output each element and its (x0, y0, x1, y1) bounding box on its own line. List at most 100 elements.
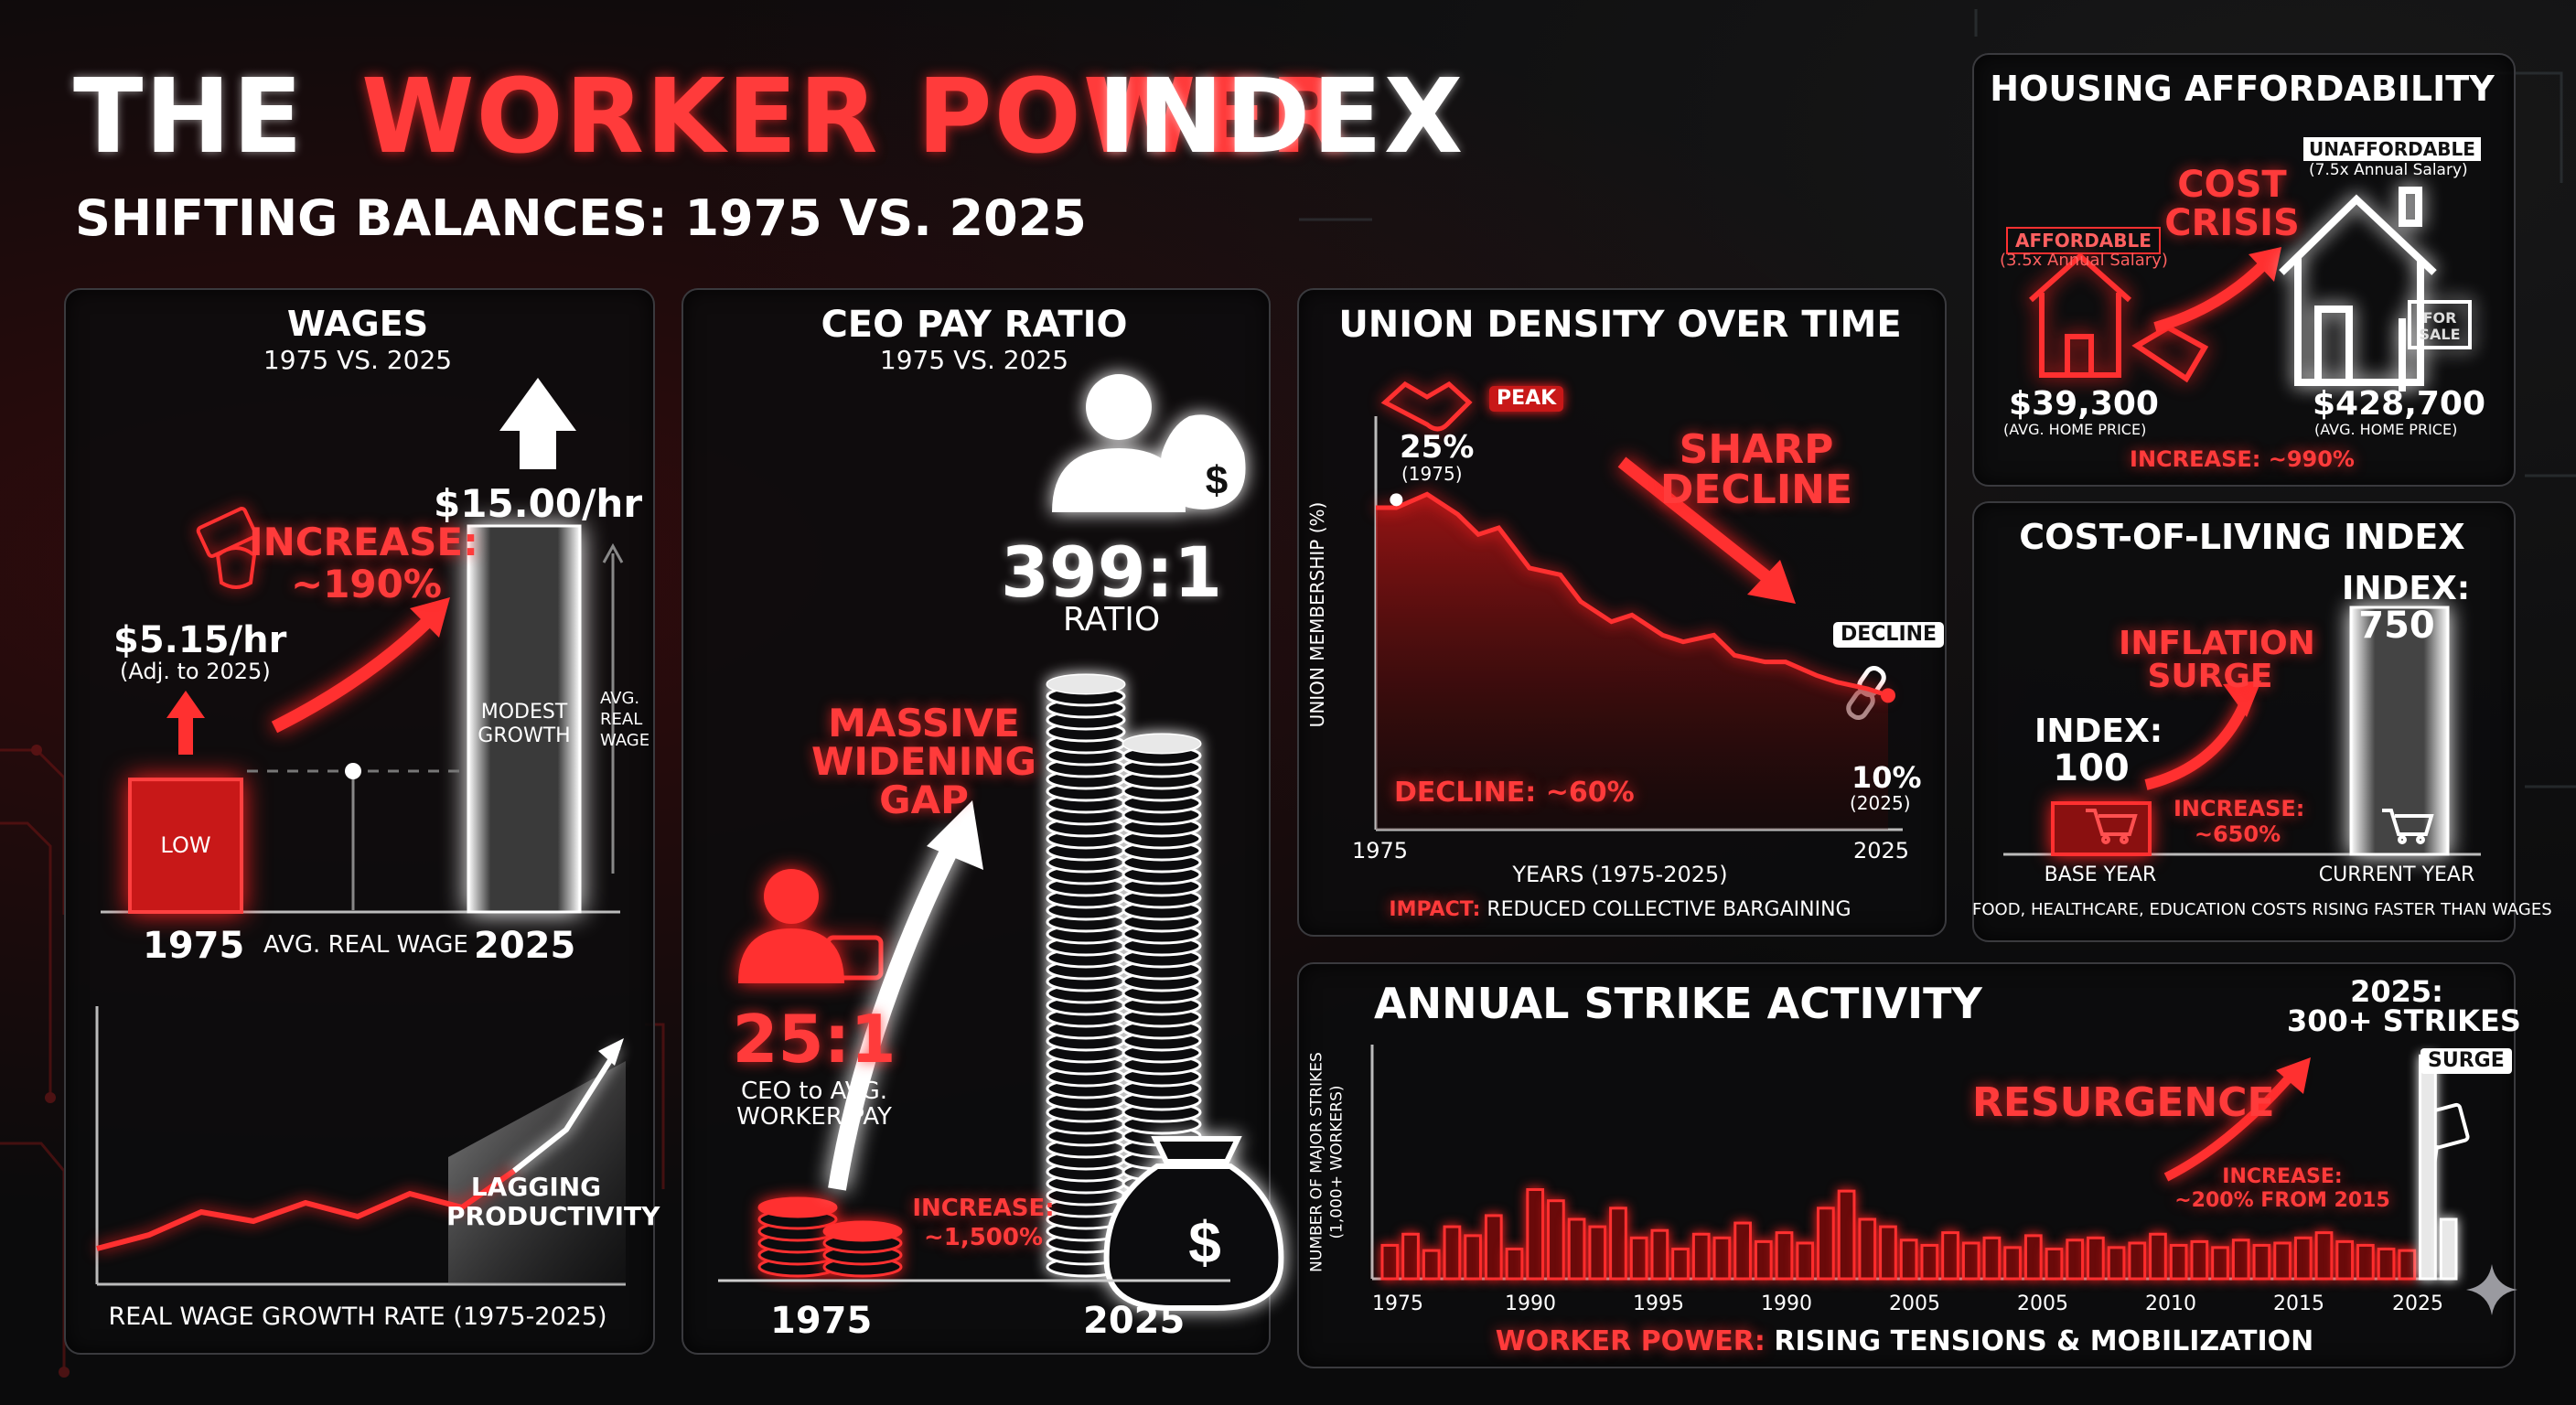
title-part-1: THE (73, 58, 305, 177)
strike-bar (1837, 1189, 1856, 1281)
wages-start-note: (Adj. to 2025) (120, 659, 271, 684)
page-subtitle: SHIFTING BALANCES: 1975 VS. 2025 (75, 189, 1087, 247)
union-x-left: 1975 (1352, 838, 1409, 863)
wage-trend-label-2: PRODUCTIVITY (446, 1201, 660, 1231)
strike-bar (2045, 1248, 2064, 1281)
union-density-line (1376, 491, 1889, 698)
strike-bar (1879, 1225, 1897, 1281)
col-increase-value: ~650% (2194, 821, 2281, 847)
strike-bar (2003, 1246, 2022, 1281)
col-low-value: 100 (2053, 747, 2130, 789)
wage-side-label-2: REAL (600, 710, 643, 729)
strike-bar (2190, 1239, 2209, 1281)
col-surge-1: INFLATION (2119, 625, 2315, 662)
strike-bar (1629, 1236, 1648, 1281)
strike-bar (2107, 1246, 2126, 1281)
strike-bar (2128, 1241, 2147, 1281)
union-impact: IMPACT: REDUCED COLLECTIVE BARGAINING (1297, 900, 1943, 920)
housing-right-value: $428,700 (2313, 385, 2486, 423)
strike-bar (2398, 1249, 2417, 1281)
wages-increase-value: ~190% (291, 562, 442, 606)
strike-bar (2273, 1241, 2292, 1281)
strike-x-tick: 2010 (2145, 1292, 2196, 1315)
wage-bar-low-label: LOW (160, 832, 211, 858)
ceo-coin-stacks: $ $ (718, 374, 1284, 1311)
ceo-gap-label-2: WIDENING (811, 739, 1036, 784)
strike-bar (1712, 1236, 1732, 1281)
housing-right-note: (7.5x Annual Salary) (2309, 161, 2468, 179)
housing-left-tag: AFFORDABLE (2006, 227, 2161, 254)
union-x-right: 2025 (1853, 838, 1910, 863)
strike-bar (1609, 1207, 1627, 1281)
wage-side-label-3: WAGE (600, 731, 650, 750)
housing-sign-2: SALE (2419, 326, 2461, 343)
wages-bar-chart (101, 378, 624, 915)
union-ylabel: UNION MEMBERSHIP (%) (1306, 501, 1328, 728)
strike-bar (1567, 1217, 1586, 1281)
union-title: UNION DENSITY OVER TIME (1338, 304, 1902, 346)
strike-x-tick: 2015 (2273, 1292, 2324, 1315)
coin-coin-top (1123, 735, 1200, 753)
col-high-label: INDEX: (2342, 570, 2471, 607)
col-x-left: BASE YEAR (2044, 863, 2157, 886)
handshake-icon (1380, 381, 1473, 432)
strike-bar (1443, 1225, 1462, 1281)
strike-bar (1547, 1199, 1565, 1281)
ceo-low-label-1: CEO to AVG. (741, 1078, 887, 1105)
col-surge-2: SURGE (2147, 658, 2273, 695)
housing-left-value: $39,300 (2009, 385, 2159, 423)
strike-x-tick: 1995 (1633, 1292, 1684, 1315)
strike-bar (1982, 1236, 2002, 1281)
strike-bar (2314, 1231, 2334, 1281)
wages-start-value: $5.15/hr (113, 619, 287, 661)
strike-bar (2087, 1236, 2105, 1281)
strikes-footer-label: WORKER POWER: (1495, 1325, 1766, 1357)
strike-bar (1754, 1239, 1773, 1281)
ceo-x-right: 2025 (1083, 1300, 1186, 1342)
col-high-value: 750 (2358, 605, 2435, 647)
wage-bar-high-label-1: MODEST (480, 701, 568, 724)
strike-x-tick: 2005 (2017, 1292, 2068, 1315)
union-area-fill (1376, 494, 1888, 830)
wages-title: WAGES (286, 304, 429, 344)
housing-right-note-2: (AVG. HOME PRICE) (2314, 421, 2458, 438)
strikes-title: ANNUAL STRIKE ACTIVITY (1374, 979, 1982, 1028)
wages-x-mid: AVG. REAL WAGE (263, 931, 468, 959)
wage-bar-2025 (467, 524, 582, 914)
strike-bar-chart: 1975 1990 1995 1990 2005 2005 2010 2015 2025 (1370, 1045, 2470, 1315)
strike-bar (2419, 1054, 2437, 1281)
union-peak-badge: PEAK (1489, 386, 1564, 412)
wage-trend-caption: REAL WAGE GROWTH RATE (1975-2025) (108, 1303, 607, 1331)
strike-bar (2293, 1236, 2313, 1281)
ceo-gap-label-1: MASSIVE (828, 701, 1020, 745)
housing-crisis-1: COST (2177, 164, 2287, 206)
ceo-gap-label-3: GAP (879, 778, 969, 822)
housing-sign-1: FOR (2422, 309, 2457, 327)
union-impact-text: REDUCED COLLECTIVE BARGAINING (1487, 898, 1852, 921)
strikes-panel (1297, 962, 2516, 1368)
coin-stack-2025-left (1046, 673, 1126, 1278)
svg-text:$: $ (1206, 458, 1228, 503)
union-decline-badge: DECLINE (1833, 622, 1945, 648)
strike-bar (2211, 1246, 2229, 1281)
strike-bar (1588, 1225, 1607, 1281)
union-impact-label: IMPACT: (1389, 898, 1481, 921)
strike-bar (2149, 1232, 2167, 1281)
strike-bar (2169, 1243, 2188, 1281)
strikes-footer: WORKER POWER: RISING TENSIONS & MOBILIZA… (1297, 1328, 2512, 1356)
strike-x-tick: 2025 (2392, 1292, 2443, 1315)
strike-bar (2335, 1239, 2355, 1281)
strike-bar (1775, 1231, 1794, 1281)
union-xlabel: YEARS (1975-2025) (1512, 862, 1728, 887)
strike-bar (2231, 1239, 2250, 1281)
wage-trend-label-1: LAGGING (470, 1172, 602, 1202)
ceo-low-label-2: WORKER PAY (736, 1103, 892, 1131)
col-x-right: CURRENT YEAR (2318, 863, 2475, 886)
strikes-callout-2: 300+ STRIKES (2287, 1003, 2521, 1038)
ceo-increase-value: ~1,500% (923, 1224, 1044, 1251)
union-end-year: (2025) (1850, 792, 1911, 814)
red-coin-coin-top (759, 1198, 836, 1217)
strikes-ylabel-1: NUMBER OF MAJOR STRIKES (1307, 1052, 1326, 1272)
money-bag-icon (1103, 1136, 1284, 1311)
strike-bar (1817, 1207, 1835, 1281)
